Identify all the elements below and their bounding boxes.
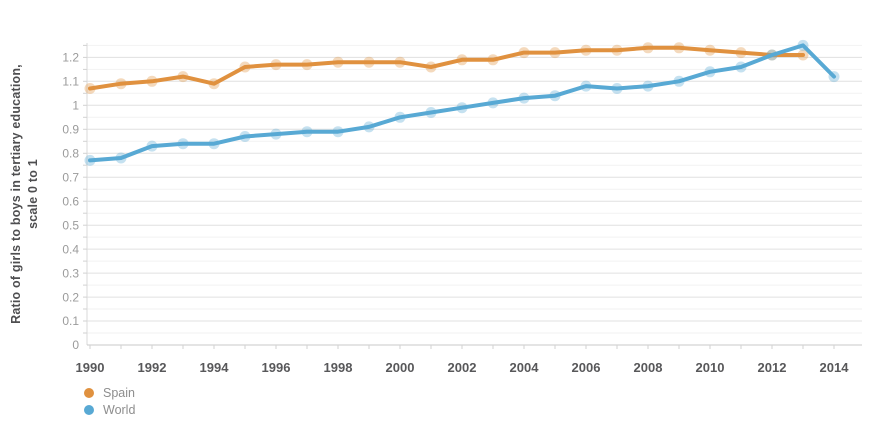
- axis-ticks: [83, 44, 835, 349]
- x-axis-label: 2002: [448, 360, 477, 375]
- x-axis-label: 1998: [324, 360, 353, 375]
- x-axis-label: 2014: [820, 360, 850, 375]
- y-axis-title-line2: scale 0 to 1: [26, 159, 40, 229]
- spain-swatch-icon: [84, 387, 94, 398]
- y-axis-label: 1: [72, 99, 79, 113]
- y-axis-label: 0.5: [62, 218, 79, 232]
- y-axis-title: Ratio of girls to boys in tertiary educa…: [8, 64, 42, 324]
- legend-label-spain: Spain: [103, 385, 135, 400]
- legend: Spain World: [84, 384, 135, 418]
- x-axis-label: 2008: [634, 360, 663, 375]
- y-axis-label: 0: [72, 338, 79, 352]
- y-axis-label: 0.7: [62, 170, 79, 184]
- legend-item-world[interactable]: World: [84, 401, 135, 418]
- world-line: [88, 43, 836, 163]
- world-series: [84, 39, 840, 166]
- y-axis-label: 0.1: [62, 314, 79, 328]
- y-axis-label: 0.8: [62, 147, 79, 161]
- x-axis-label: 2006: [572, 360, 601, 375]
- y-axis-title-line1: Ratio of girls to boys in tertiary educa…: [9, 64, 24, 324]
- y-axis-label: 0.3: [62, 266, 79, 280]
- y-axis-label: 0.9: [62, 123, 79, 137]
- x-axis-label: 2010: [696, 360, 725, 375]
- x-axis-label: 2012: [758, 360, 787, 375]
- y-axis-label: 1.2: [62, 51, 79, 65]
- x-axis-label: 1994: [200, 360, 230, 375]
- gridlines: [87, 44, 862, 334]
- y-axis-label: 1.1: [62, 75, 79, 89]
- x-axis-label: 2000: [386, 360, 415, 375]
- x-axis-labels: 1990 1992 1994 1996 1998 2000 2002 2004 2006 2008…: [76, 360, 850, 375]
- spain-series: [84, 42, 809, 94]
- y-axis-label: 0.4: [62, 242, 79, 256]
- y-axis-labels: 0 0.1 0.2 0.3 0.4 0.5 0.6 0.7 0.8 0.9 1 1.1 1.2: [62, 51, 79, 353]
- y-axis-label: 0.6: [62, 194, 79, 208]
- x-axis-label: 1996: [262, 360, 291, 375]
- world-swatch-icon: [84, 404, 94, 415]
- spain-line: [88, 45, 805, 91]
- y-axis-label: 0.2: [62, 290, 79, 304]
- x-axis-label: 1992: [138, 360, 167, 375]
- legend-label-world: World: [103, 402, 136, 417]
- x-axis-label: 2004: [510, 360, 540, 375]
- x-axis-label: 1990: [76, 360, 105, 375]
- legend-item-spain[interactable]: Spain: [84, 384, 135, 401]
